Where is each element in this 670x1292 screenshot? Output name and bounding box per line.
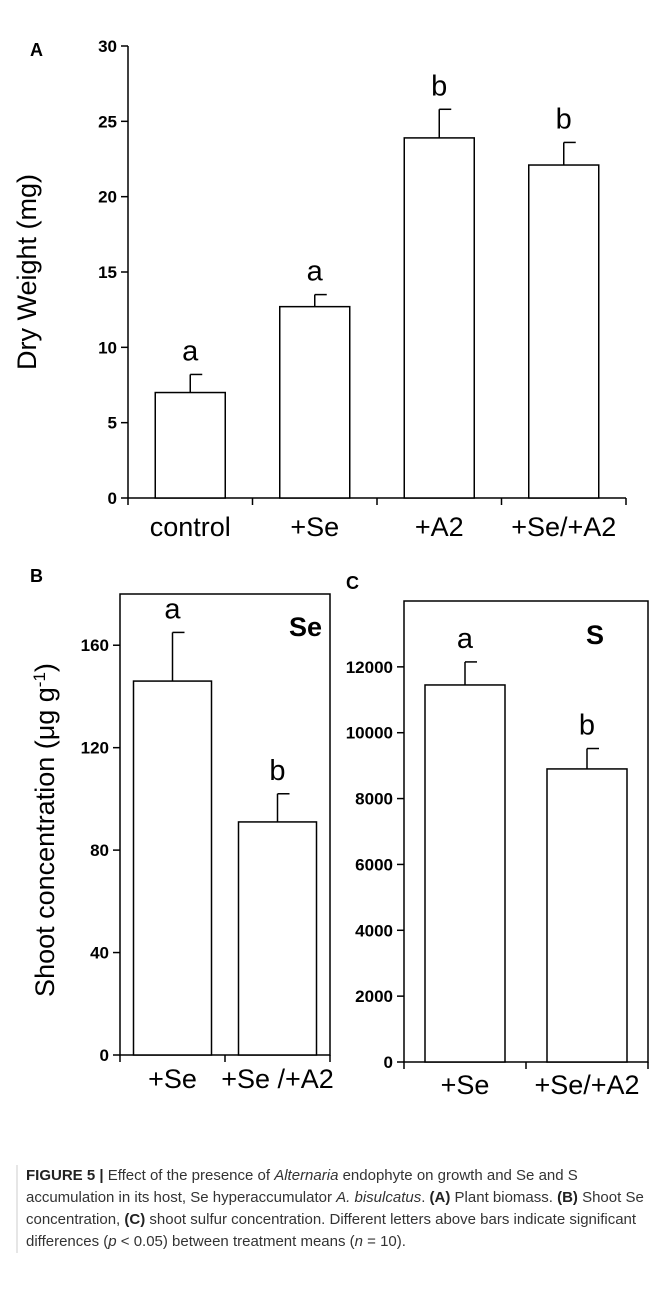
category-label: +Se /+A2 xyxy=(221,1064,334,1094)
bar xyxy=(154,391,226,499)
significance-letter: b xyxy=(556,103,572,135)
caption-p-variable: p xyxy=(108,1233,117,1250)
panel-title: Se xyxy=(289,612,322,642)
y-tick-label: 160 xyxy=(81,636,109,655)
category-label: +Se/+A2 xyxy=(511,512,616,542)
caption-n-variable: n xyxy=(354,1233,363,1250)
panel-b: B 0 40 80 120 160 a +Se b +Se /+A2 Se Shoot concent… xyxy=(30,566,334,1094)
caption-genus: Alternaria xyxy=(274,1167,339,1184)
y-tick-label: 2000 xyxy=(355,987,393,1006)
bar xyxy=(424,684,506,1063)
category-label: +Se xyxy=(441,1070,490,1100)
caption-text: Effect of the presence of xyxy=(103,1167,275,1184)
caption-text: endophyte on growth and Se and S accumul… xyxy=(26,1167,578,1206)
category-label: +Se xyxy=(148,1064,197,1094)
y-axis-label: Shoot concentration (μg g-1) xyxy=(30,663,61,997)
y-tick-label: 40 xyxy=(90,944,109,963)
panel-label: B xyxy=(30,566,43,586)
bar xyxy=(403,137,475,499)
y-tick-label: 30 xyxy=(98,37,117,56)
caption-figure-label: FIGURE 5 | xyxy=(26,1167,104,1184)
y-tick-label: 4000 xyxy=(355,921,393,940)
caption-text: Plant biomass. xyxy=(450,1189,558,1206)
y-tick-label: 0 xyxy=(108,489,117,508)
bar xyxy=(237,821,318,1056)
significance-letter: a xyxy=(457,623,474,655)
significance-letter: a xyxy=(307,256,324,288)
y-axis-label: Dry Weight (mg) xyxy=(12,174,42,370)
significance-letter: b xyxy=(431,70,447,102)
y-tick-label: 20 xyxy=(98,188,117,207)
significance-letter: b xyxy=(269,755,285,787)
caption-panel-b-tag: (B) xyxy=(557,1189,578,1206)
caption-panel-a-tag: (A) xyxy=(429,1189,451,1206)
significance-letter: b xyxy=(579,710,595,742)
panel-label: C xyxy=(346,573,359,593)
bar xyxy=(279,305,351,499)
y-tick-label: 8000 xyxy=(355,790,393,809)
caption-text: < 0.05) between treatment means ( xyxy=(116,1233,355,1250)
figure-caption: FIGURE 5 | Effect of the presence of Alt… xyxy=(16,1165,666,1253)
y-tick-label: 10 xyxy=(98,338,117,357)
significance-letter: a xyxy=(182,335,199,367)
caption-text: = 10). xyxy=(363,1233,406,1250)
y-tick-label: 0 xyxy=(100,1046,109,1065)
significance-letter: a xyxy=(164,593,181,625)
y-tick-label: 120 xyxy=(81,739,109,758)
caption-text: shoot sulfur concentration. Different le… xyxy=(26,1211,637,1250)
category-label: +Se xyxy=(290,512,339,542)
bar xyxy=(546,768,628,1063)
panel-a: A 0 5 10 15 20 25 30 a control a +Se b +A2 b +Se/+A2 Dry… xyxy=(12,37,627,542)
y-tick-label: 80 xyxy=(90,841,109,860)
y-tick-label: 12000 xyxy=(346,658,393,677)
y-tick-label: 0 xyxy=(384,1053,393,1072)
bar xyxy=(528,164,600,499)
y-tick-label: 25 xyxy=(98,112,117,131)
caption-text: Shoot Se concentration, xyxy=(26,1189,644,1228)
panel-title: S xyxy=(586,620,604,650)
category-label: +A2 xyxy=(415,512,464,542)
caption-text: . xyxy=(421,1189,430,1206)
y-tick-label: 5 xyxy=(108,414,117,433)
category-label: control xyxy=(150,512,231,542)
figure-canvas: A 0 5 10 15 20 25 30 a control a +Se b +A2 b +Se/+A2 Dry… xyxy=(12,37,649,1100)
bar xyxy=(132,680,213,1056)
caption-species: A. bisulcatus xyxy=(336,1189,422,1206)
caption-panel-c-tag: (C) xyxy=(124,1211,146,1228)
category-label: +Se/+A2 xyxy=(534,1070,639,1100)
y-tick-label: 6000 xyxy=(355,855,393,874)
panel-c: C 0 2000 4000 6000 8000 10000 12000 a +Se b +Se/+A2… xyxy=(346,573,649,1100)
y-tick-label: 15 xyxy=(98,263,117,282)
y-tick-label: 10000 xyxy=(346,724,393,743)
panel-label: A xyxy=(30,40,43,60)
